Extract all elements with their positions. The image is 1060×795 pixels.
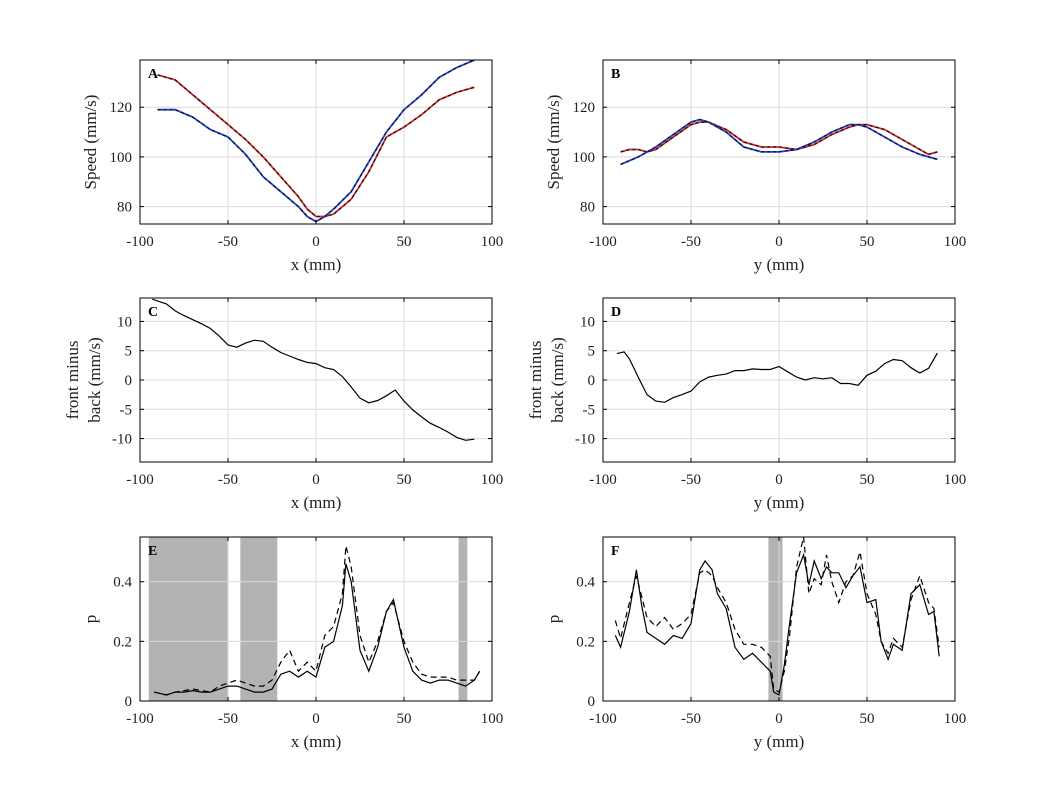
panel-B: -100 -50 0 50 100 80 100 120 y (mm) Speed (mm/s) B <box>544 59 967 274</box>
x-tick-label: 100 <box>481 472 504 488</box>
y-tick-label: 0.4 <box>576 575 595 591</box>
x-axis-label: x (mm) <box>291 493 342 512</box>
panel-letter: F <box>611 544 620 559</box>
panel-letter: C <box>148 305 158 320</box>
y-axis-label-line: front minus <box>63 341 82 420</box>
series-line-B-3 <box>620 118 938 165</box>
y-axis-label: p <box>81 615 100 624</box>
y-tick-label: 5 <box>588 344 596 360</box>
x-tick-label: 0 <box>312 472 320 488</box>
x-tick-label: 100 <box>481 711 504 727</box>
y-tick-label: 5 <box>125 344 133 360</box>
x-tick-label: 100 <box>944 472 967 488</box>
x-tick-label: 100 <box>944 711 967 727</box>
y-tick-label: 120 <box>110 100 133 116</box>
x-tick-label: 0 <box>775 234 783 250</box>
x-tick-label: -100 <box>126 234 154 250</box>
y-tick-label: -10 <box>112 432 132 448</box>
panel-letter: A <box>148 67 159 82</box>
x-tick-label: -50 <box>218 711 238 727</box>
x-tick-label: 50 <box>860 234 875 250</box>
series-line-F-1 <box>614 537 940 694</box>
x-tick-label: -50 <box>681 234 701 250</box>
y-tick-label: 0.2 <box>576 634 595 650</box>
y-axis-label-line: back (mm/s) <box>85 337 104 422</box>
series-line-D-0 <box>616 351 938 403</box>
y-axis-label-line: back (mm/s) <box>548 337 567 422</box>
x-axis-label: x (mm) <box>291 255 342 274</box>
y-tick-label: 80 <box>117 200 132 216</box>
x-tick-label: 100 <box>944 234 967 250</box>
y-tick-label: 10 <box>117 314 132 330</box>
x-tick-label: -100 <box>589 711 617 727</box>
y-tick-label: 0 <box>588 373 596 389</box>
x-tick-label: 0 <box>312 234 320 250</box>
x-tick-label: -100 <box>589 234 617 250</box>
y-axis-label: front minus back (mm/s) <box>526 337 567 422</box>
x-tick-label: 0 <box>775 472 783 488</box>
panel-E: -100 -50 0 50 100 0 0.2 0.4 x (mm) p E <box>81 536 504 751</box>
series-line-E-1 <box>153 545 481 696</box>
x-tick-label: 50 <box>860 472 875 488</box>
y-tick-label: 100 <box>110 150 133 166</box>
series-line-E-0 <box>153 563 481 696</box>
series-line-A-1 <box>157 74 475 218</box>
y-tick-label: -10 <box>575 432 595 448</box>
x-tick-label: -50 <box>681 711 701 727</box>
y-tick-label: 100 <box>573 150 596 166</box>
series-line-B-1 <box>620 121 938 156</box>
x-tick-label: -50 <box>218 472 238 488</box>
x-tick-label: -100 <box>126 472 154 488</box>
panel-A: -100 -50 0 50 100 80 100 120 x (mm) Speed (mm/s) A <box>81 59 504 274</box>
x-tick-label: 50 <box>397 234 412 250</box>
y-axis-label: Speed (mm/s) <box>544 95 563 190</box>
x-axis-label: y (mm) <box>754 493 805 512</box>
y-tick-label: 0 <box>125 373 133 389</box>
x-tick-label: 0 <box>312 711 320 727</box>
x-tick-label: -100 <box>589 472 617 488</box>
x-axis-label: y (mm) <box>754 732 805 751</box>
panel-letter: B <box>611 67 620 82</box>
y-tick-label: 0.2 <box>113 634 132 650</box>
panel-F: -100 -50 0 50 100 0 0.2 0.4 y (mm) p F <box>544 536 967 751</box>
series-line-F-0 <box>614 552 940 696</box>
x-axis-label: x (mm) <box>291 732 342 751</box>
x-tick-label: -100 <box>126 711 154 727</box>
x-tick-label: 50 <box>397 472 412 488</box>
panel-letter: D <box>611 305 621 320</box>
y-tick-label: 0 <box>588 694 596 710</box>
x-tick-label: -50 <box>681 472 701 488</box>
x-tick-label: 50 <box>397 711 412 727</box>
shaded-region <box>148 537 228 701</box>
y-tick-label: 80 <box>580 200 595 216</box>
series-line-C-0 <box>152 298 475 441</box>
x-tick-label: 100 <box>481 234 504 250</box>
y-tick-label: 120 <box>573 100 596 116</box>
y-tick-label: 10 <box>580 314 595 330</box>
shaded-region <box>458 537 468 701</box>
x-tick-label: -50 <box>218 234 238 250</box>
x-axis-label: y (mm) <box>754 255 805 274</box>
y-tick-label: 0.4 <box>113 575 132 591</box>
y-tick-label: -5 <box>583 402 596 418</box>
y-axis-label: p <box>544 615 563 624</box>
y-tick-label: 0 <box>125 694 133 710</box>
y-axis-label-line: front minus <box>526 341 545 420</box>
x-tick-label: 50 <box>860 711 875 727</box>
panel-letter: E <box>148 544 157 559</box>
y-axis-label: Speed (mm/s) <box>81 95 100 190</box>
y-axis-label: front minus back (mm/s) <box>63 337 104 422</box>
y-tick-label: -5 <box>120 402 133 418</box>
x-tick-label: 0 <box>775 711 783 727</box>
shaded-region <box>240 537 278 701</box>
